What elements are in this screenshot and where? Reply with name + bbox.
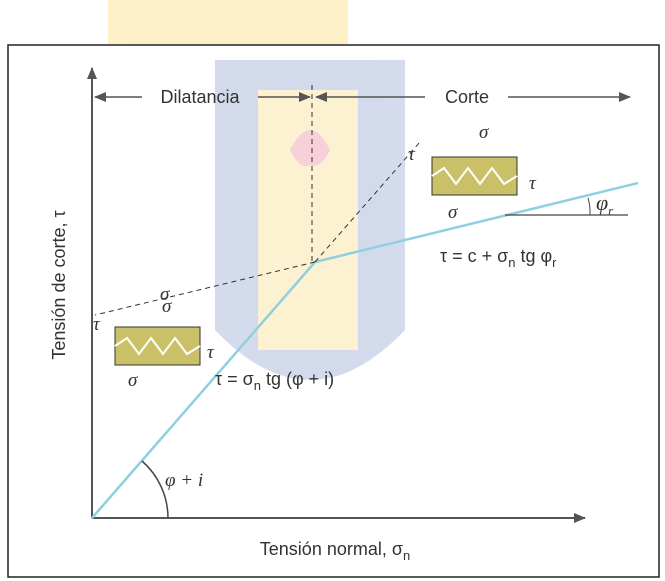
equation: τ = c + σn tg φr — [440, 246, 557, 270]
subscript: n — [254, 378, 261, 393]
angle-label: φr — [596, 190, 614, 218]
subscript: r — [608, 203, 614, 218]
dashed-line — [94, 261, 316, 316]
watermark — [108, 0, 405, 380]
symbol: σ — [128, 370, 138, 391]
frame — [7, 44, 660, 578]
equation-part: τ = σ — [215, 369, 254, 389]
equation-part: τ = c + σ — [440, 246, 508, 266]
symbol: σ — [160, 284, 170, 305]
equation: τ = σn tg (φ + i) — [215, 369, 334, 393]
block — [431, 156, 518, 196]
label: Dilatancia — [160, 87, 240, 107]
symbol: σ — [479, 122, 489, 143]
symbol: φ — [596, 190, 608, 215]
symbol: τ — [408, 144, 416, 165]
subscript: n — [508, 255, 515, 270]
symbol: τ — [93, 314, 101, 335]
subscript: r — [552, 255, 557, 270]
angle-label: φ + i — [165, 470, 203, 491]
equation-part: tg φ — [515, 246, 552, 266]
symbol: τ — [529, 173, 537, 194]
equation-part: tg (φ + i) — [261, 369, 334, 389]
x-axis-label: Tensión normal, σn — [260, 539, 410, 563]
subscript: n — [403, 548, 410, 563]
label: Corte — [445, 87, 489, 107]
symbol: σ — [162, 296, 172, 317]
angle-arc — [587, 197, 591, 216]
symbol: τ — [207, 342, 215, 363]
symbol: σ — [448, 202, 458, 223]
angle-arc — [141, 460, 169, 519]
label: Tensión normal, σ — [260, 539, 403, 559]
block — [114, 326, 201, 366]
y-axis-label: Tensión de corte, τ — [49, 210, 69, 359]
